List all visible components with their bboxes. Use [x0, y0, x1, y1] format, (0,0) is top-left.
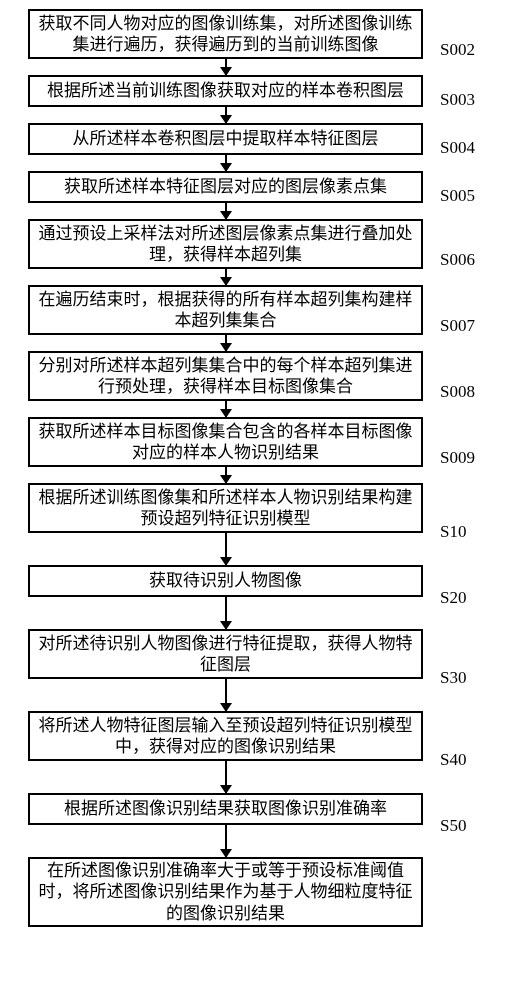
flow-arrow [225, 825, 227, 857]
flow-arrow [225, 155, 227, 171]
flow-step-text: 根据所述图像识别结果获取图像识别准确率 [64, 798, 387, 819]
flow-step-id-label: S10 [440, 523, 466, 540]
flow-step-box: 对所述待识别人物图像进行特征提取，获得人物特征图层 [28, 629, 423, 679]
flow-step-text: 获取待识别人物图像 [149, 570, 302, 591]
flow-arrow [225, 533, 227, 565]
flow-step-id-label: S009 [440, 449, 475, 466]
flow-step-id-label: S003 [440, 91, 475, 108]
flow-step-text: 从所述样本卷积图层中提取样本特征图层 [73, 128, 379, 149]
flow-step-id-label: S40 [440, 751, 466, 768]
flow-step-text: 分别对所述样本超列集集合中的每个样本超列集进行预处理，获得样本目标图像集合 [38, 355, 413, 398]
flow-step-box: 分别对所述样本超列集集合中的每个样本超列集进行预处理，获得样本目标图像集合 [28, 351, 423, 401]
flow-arrow [225, 269, 227, 285]
flow-step-box: 获取所述样本特征图层对应的图层像素点集 [28, 171, 423, 203]
flow-step-box: 根据所述训练图像集和所述样本人物识别结果构建预设超列特征识别模型 [28, 483, 423, 533]
flow-step-id-label: S50 [440, 817, 466, 834]
flow-arrow [225, 59, 227, 75]
flow-step-text: 将所述人物特征图层输入至预设超列特征识别模型中，获得对应的图像识别结果 [38, 715, 413, 758]
flow-step-text: 对所述待识别人物图像进行特征提取，获得人物特征图层 [38, 633, 413, 676]
flow-step-id-label: S005 [440, 187, 475, 204]
flow-step-box: 获取待识别人物图像 [28, 565, 423, 597]
flow-arrow [225, 107, 227, 123]
flow-arrow [225, 467, 227, 483]
flow-step-text: 获取所述样本特征图层对应的图层像素点集 [64, 176, 387, 197]
flow-step-box: 在遍历结束时，根据获得的所有样本超列集构建样本超列集集合 [28, 285, 423, 335]
flow-arrow [225, 597, 227, 629]
flow-step-box: 获取不同人物对应的图像训练集，对所述图像训练集进行遍历，获得遍历到的当前训练图像 [28, 9, 423, 59]
flow-step-id-label: S30 [440, 669, 466, 686]
flow-arrow [225, 761, 227, 793]
flow-step-box: 从所述样本卷积图层中提取样本特征图层 [28, 123, 423, 155]
flow-arrow [225, 679, 227, 711]
flow-arrow [225, 335, 227, 351]
flow-step-text: 通过预设上采样法对所述图层像素点集进行叠加处理，获得样本超列集 [38, 223, 413, 266]
flow-step-text: 获取所述样本目标图像集合包含的各样本目标图像对应的样本人物识别结果 [38, 421, 413, 464]
flow-step-box: 根据所述当前训练图像获取对应的样本卷积图层 [28, 75, 423, 107]
flow-step-box: 将所述人物特征图层输入至预设超列特征识别模型中，获得对应的图像识别结果 [28, 711, 423, 761]
flow-step-id-label: S008 [440, 383, 475, 400]
flow-step-box: 在所述图像识别准确率大于或等于预设标准阈值时，将所述图像识别结果作为基于人物细粒… [28, 857, 423, 927]
flow-arrow [225, 203, 227, 219]
flow-step-box: 通过预设上采样法对所述图层像素点集进行叠加处理，获得样本超列集 [28, 219, 423, 269]
flow-step-text: 在遍历结束时，根据获得的所有样本超列集构建样本超列集集合 [38, 289, 413, 332]
flow-step-text: 根据所述训练图像集和所述样本人物识别结果构建预设超列特征识别模型 [38, 487, 413, 530]
flow-step-text: 根据所述当前训练图像获取对应的样本卷积图层 [47, 80, 404, 101]
flow-step-id-label: S004 [440, 139, 475, 156]
flow-step-id-label: S20 [440, 589, 466, 606]
flow-step-id-label: S002 [440, 41, 475, 58]
flowchart-page: 获取不同人物对应的图像训练集，对所述图像训练集进行遍历，获得遍历到的当前训练图像… [0, 0, 513, 1000]
flow-arrow [225, 401, 227, 417]
flow-step-id-label: S006 [440, 251, 475, 268]
flow-step-text: 获取不同人物对应的图像训练集，对所述图像训练集进行遍历，获得遍历到的当前训练图像 [38, 13, 413, 56]
flow-step-text: 在所述图像识别准确率大于或等于预设标准阈值时，将所述图像识别结果作为基于人物细粒… [38, 860, 413, 924]
flow-step-box: 根据所述图像识别结果获取图像识别准确率 [28, 793, 423, 825]
flow-step-box: 获取所述样本目标图像集合包含的各样本目标图像对应的样本人物识别结果 [28, 417, 423, 467]
flow-step-id-label: S007 [440, 317, 475, 334]
